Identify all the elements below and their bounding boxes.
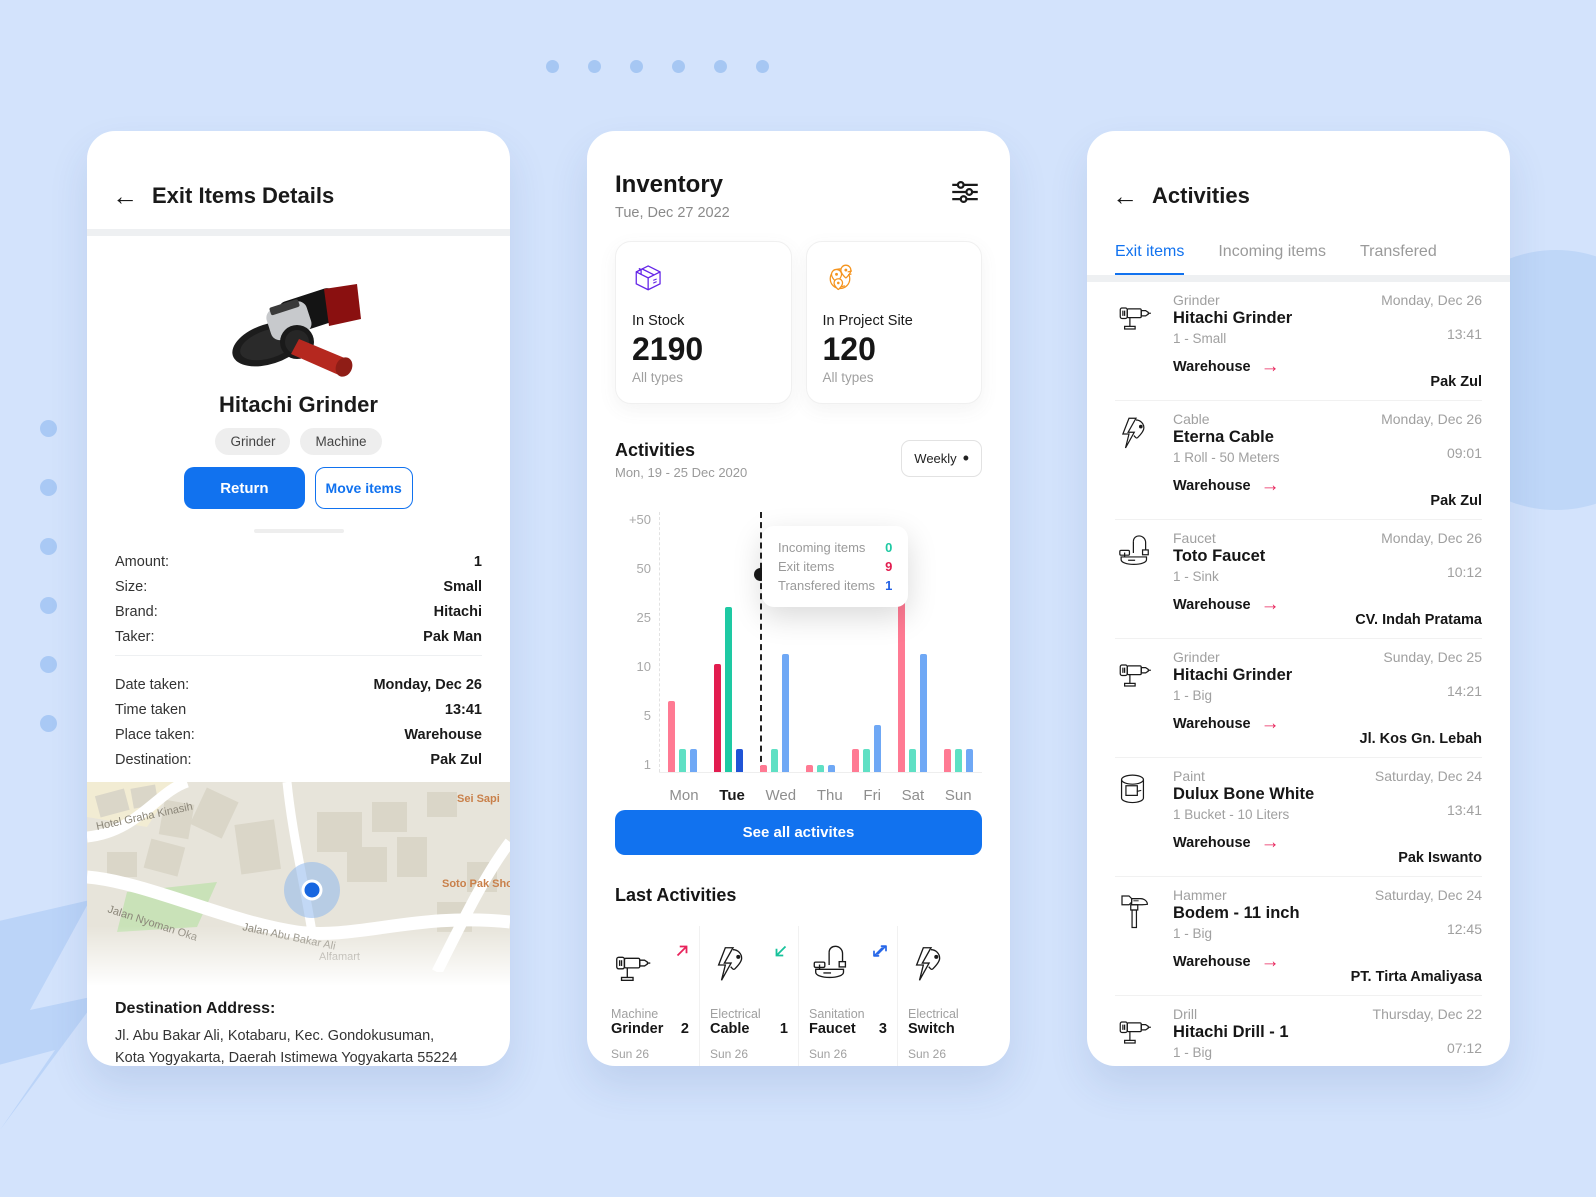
svg-text:Alfamart: Alfamart [319,951,360,963]
svg-text:Sei Sapi: Sei Sapi [457,793,500,805]
svg-text:Soto Pak Sholeh: Soto Pak Sholeh [442,878,510,890]
svg-text:Jalan Abu Bakar Ali: Jalan Abu Bakar Ali [241,921,336,952]
